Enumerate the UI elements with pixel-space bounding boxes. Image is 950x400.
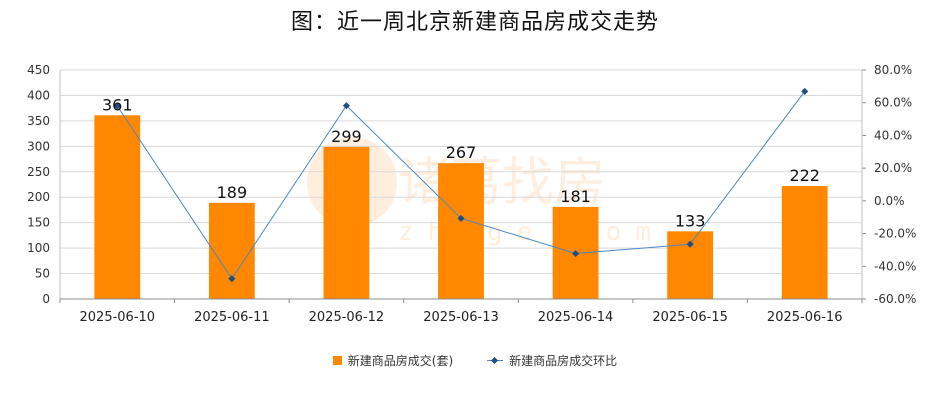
y-right-tick-label: 60.0%	[874, 96, 912, 110]
y-left-tick-label: 400	[27, 88, 50, 102]
bar	[208, 202, 255, 299]
legend-line-swatch	[487, 356, 504, 366]
y-left-tick-label: 350	[27, 114, 50, 128]
y-right-tick-label: -60.0%	[874, 292, 916, 306]
y-left-tick-label: 250	[27, 165, 50, 179]
y-right-tick-label: 20.0%	[874, 161, 912, 175]
y-left-tick-label: 450	[27, 63, 50, 77]
y-right-tick-label: 80.0%	[874, 63, 912, 77]
x-tick-label: 2025-06-10	[80, 310, 156, 325]
bar	[438, 163, 484, 299]
bar	[781, 186, 828, 299]
bar-value-label: 222	[789, 166, 820, 185]
y-right-tick-label: -40.0%	[874, 259, 916, 273]
watermark-text: 诸葛找房	[398, 153, 606, 213]
ratio-point	[228, 275, 236, 283]
ratio-point	[801, 87, 809, 95]
y-left-tick-label: 100	[27, 241, 50, 255]
ratio-point	[686, 240, 694, 248]
y-left-tick-label: 50	[35, 267, 50, 281]
legend-item-bar: 新建商品房成交(套)	[332, 352, 454, 369]
y-right-tick-label: 0.0%	[874, 194, 905, 208]
x-tick-label: 2025-06-14	[538, 310, 614, 325]
y-left-tick-label: 300	[27, 139, 50, 153]
ratio-point	[572, 249, 580, 258]
x-tick-label: 2025-06-12	[309, 310, 385, 325]
bar-value-label: 181	[560, 187, 591, 206]
bar-value-label: 133	[675, 211, 706, 230]
y-right-tick-label: -20.0%	[874, 227, 916, 241]
bar	[323, 146, 370, 299]
legend-line-label: 新建商品房成交环比	[509, 354, 618, 368]
ratio-point	[457, 214, 465, 222]
x-tick-label: 2025-06-16	[767, 310, 843, 325]
bar-value-label: 267	[446, 143, 477, 162]
x-tick-label: 2025-06-11	[194, 310, 270, 325]
legend-bar-swatch	[332, 356, 342, 365]
chart-title: 图：近一周北京新建商品房成交走势	[290, 10, 659, 35]
bar-value-label: 299	[331, 127, 362, 146]
bar	[94, 115, 141, 300]
ratio-point	[113, 102, 121, 110]
y-left-tick-label: 0	[42, 292, 50, 306]
watermark-subtext: zhuge.com	[398, 217, 665, 247]
y-left-tick-label: 200	[27, 190, 50, 204]
legend-bar-label: 新建商品房成交(套)	[347, 354, 454, 368]
x-tick-label: 2025-06-13	[423, 310, 499, 325]
x-tick-label: 2025-06-15	[652, 310, 728, 325]
ratio-point	[342, 102, 350, 110]
bar-value-label: 361	[102, 95, 133, 114]
y-right-tick-label: 40.0%	[874, 128, 912, 142]
y-left-tick-label: 150	[27, 216, 50, 230]
legend-item-line: 新建商品房成交环比	[487, 352, 617, 369]
legend: 新建商品房成交(套) 新建商品房成交环比	[0, 352, 950, 369]
bar-value-label: 189	[217, 183, 248, 202]
